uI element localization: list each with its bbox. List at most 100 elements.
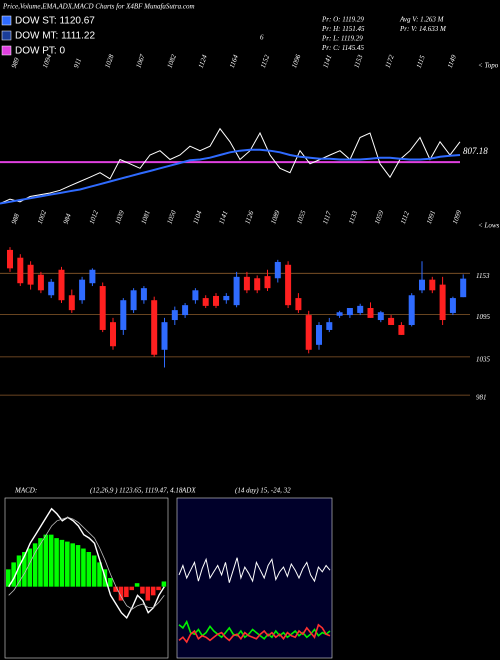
peak-label: 1082: [166, 53, 178, 69]
peak-label: 1099: [451, 209, 463, 225]
peak-label: 1112: [399, 210, 411, 225]
peak-label: 1081: [140, 209, 152, 225]
panel-title: MACD:: [14, 487, 37, 495]
peak-label: 1050: [166, 209, 178, 225]
candle-body: [182, 305, 189, 316]
y-tick-label: 1035: [476, 355, 491, 363]
macd-line: [8, 507, 165, 620]
candle-body: [151, 300, 158, 355]
legend-label: DOW MT: 1111.22: [15, 31, 95, 42]
histogram-bar: [113, 586, 118, 592]
side-label: < Topo: [478, 62, 499, 70]
peak-label: 1117: [321, 210, 333, 225]
histogram-bar: [150, 586, 156, 596]
candle-body: [305, 315, 312, 350]
candle-body: [110, 322, 116, 347]
peak-label: 1126: [243, 209, 255, 225]
peak-label: 911: [72, 57, 83, 69]
peak-label: 1039: [114, 209, 126, 225]
candle-body: [58, 269, 65, 301]
peak-label: 1104: [191, 209, 203, 225]
candle-body: [89, 269, 96, 284]
peak-label: 988: [10, 212, 21, 225]
candle-body: [213, 295, 219, 306]
adx-line: [178, 557, 331, 583]
histogram-bar: [140, 586, 145, 594]
legend-swatch: [1, 30, 12, 41]
peak-label: 1124: [197, 53, 209, 69]
candle-body: [357, 305, 364, 313]
peak-label: 1012: [88, 209, 100, 225]
histogram-bar: [38, 538, 43, 587]
candle-body: [367, 308, 374, 318]
peak-label: 1028: [103, 53, 115, 69]
adx-line: [178, 623, 331, 644]
histogram-bar: [134, 583, 140, 587]
histogram-bar: [59, 539, 65, 587]
candle-body: [326, 322, 333, 330]
side-label: < Lows: [478, 222, 500, 230]
page-title: Price,Volume,EMA,ADX,MACD Charts for X4B…: [2, 3, 195, 11]
histogram-bar: [32, 543, 38, 587]
candle-body: [17, 257, 24, 284]
legend-swatch: [1, 15, 12, 26]
volume-text: Pr: V: 14.633 M: [399, 25, 447, 33]
panel-params: (12,26,9 ) 1123.65, 1119.47, 4.18: [90, 487, 183, 495]
candle-body: [37, 274, 44, 291]
candle-body: [264, 276, 271, 289]
panel-params: (14 day) 15, -24, 32: [235, 487, 291, 495]
candle-body: [388, 317, 395, 325]
histogram-bar: [161, 581, 167, 587]
price-line: [0, 127, 461, 204]
y-tick-label: 1153: [476, 272, 490, 280]
note: 6: [260, 34, 264, 42]
candle-body: [316, 325, 322, 345]
candle-body: [27, 264, 34, 285]
candle-body: [408, 295, 415, 325]
candle-body: [419, 279, 425, 291]
candle-body: [274, 261, 281, 279]
histogram-bar: [70, 543, 75, 587]
adx-line: [178, 619, 331, 640]
candle-body: [254, 278, 261, 291]
candle-body: [398, 325, 405, 335]
peak-label: 984: [62, 212, 73, 225]
candle-body: [7, 249, 13, 269]
histogram-bar: [27, 548, 33, 587]
histogram-bar: [124, 586, 129, 598]
peak-label: 1096: [290, 53, 302, 69]
panel-title: ADX: [181, 487, 196, 495]
histogram-bar: [22, 552, 27, 587]
candle-body: [429, 279, 436, 291]
histogram-bar: [43, 534, 49, 587]
peak-label: 1152: [259, 53, 271, 69]
peak-label: 989: [10, 56, 21, 69]
candle-body: [295, 298, 302, 311]
candle-body: [449, 298, 456, 313]
peak-label: 1115: [415, 54, 427, 69]
quote-text: Pr: O: 1119.29: [321, 16, 364, 24]
histogram-bar: [107, 578, 113, 587]
candle-body: [243, 276, 250, 291]
histogram-bar: [11, 562, 16, 587]
quote-text: Pr: C: 1145.45: [321, 44, 365, 52]
candle-body: [68, 295, 75, 311]
level-label: 807.18: [463, 146, 488, 156]
histogram-bar: [6, 569, 11, 587]
candle-body: [336, 312, 343, 316]
peak-label: 1091: [425, 209, 437, 225]
y-tick-label: 981: [476, 394, 487, 402]
histogram-bar: [118, 586, 124, 601]
peak-label: 1133: [347, 209, 359, 225]
candle-body: [161, 322, 168, 350]
quote-text: Pr: L: 1119.29: [321, 35, 363, 43]
histogram-bar: [16, 555, 22, 587]
peak-label: 1055: [295, 209, 307, 225]
candle-body: [48, 281, 55, 296]
candle-body: [99, 286, 106, 330]
histogram-bar: [86, 552, 92, 587]
candle-body: [439, 284, 446, 321]
price-line: [0, 148, 461, 205]
y-tick-label: 1095: [476, 313, 491, 321]
